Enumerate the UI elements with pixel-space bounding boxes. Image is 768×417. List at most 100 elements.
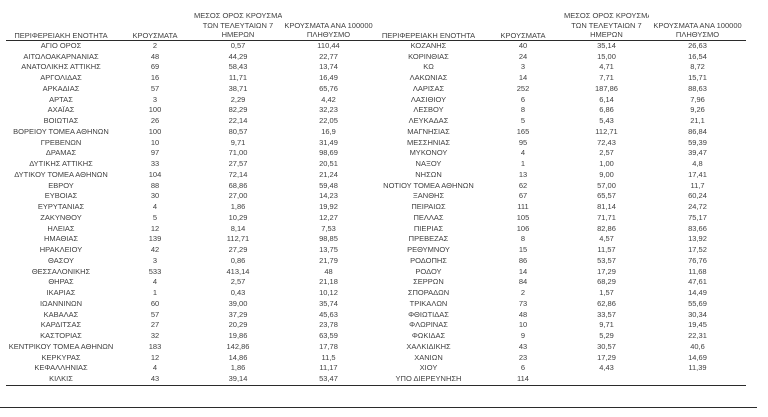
cell-region: ΣΕΡΡΩΝ (413, 277, 444, 287)
cell-per100k: 10,12 (319, 288, 338, 298)
cell-per100k: 21,24 (319, 169, 338, 179)
header-avg7-line2: ΤΩΝ ΤΕΛΕΥΤΑΙΩΝ 7 (571, 20, 642, 30)
cell-cases: 6 (520, 94, 526, 104)
cell-region: ΒΟΙΩΤΙΑΣ (43, 116, 79, 126)
cell-cases: 4 (152, 363, 158, 373)
cell-avg7: 33,57 (597, 309, 616, 319)
table-row: ΚΙΛΚΙΣ 43 39,14 53,47 ΥΠΟ ΔΙΕΡΕΥΝΗΣΗ 114 (6, 374, 746, 386)
cell-avg7: 35,14 (597, 40, 616, 50)
cell-cases: 24 (518, 51, 528, 61)
table-row: ΑΓΙΟ ΟΡΟΣ 2 0,57 110,44 ΚΟΖΑΝΗΣ 40 35,14 26,63 (6, 40, 746, 51)
cell-per100k: 22,31 (688, 331, 707, 341)
cell-region: ΛΕΥΚΑΔΑΣ (408, 116, 449, 126)
table-row: ΕΥΡΥΤΑΝΙΑΣ 4 1,86 19,92 ΠΕΙΡΑΙΩΣ 111 81,14 24,7… (6, 202, 746, 213)
cell-region: ΡΕΘΥΜΝΟΥ (407, 245, 450, 255)
cell-per100k: 11,7 (690, 180, 705, 190)
cell-per100k: 32,23 (319, 105, 338, 115)
table-row: ΕΒΡΟΥ 88 68,86 59,48 ΝΟΤΙΟΥ ΤΟΜΕΑ ΑΘΗΝΩΝ 62 57… (6, 181, 746, 192)
cell-region: ΘΗΡΑΣ (48, 277, 74, 287)
header-region-right: ΠΕΡΙΦΕΡΕΙΑΚΗ ΕΝΟΤΗΤΑ (375, 11, 482, 41)
cell-per100k: 14,49 (688, 288, 707, 298)
cell-avg7: 58,43 (228, 62, 248, 72)
cell-region: ΕΥΒΟΙΑΣ (44, 191, 78, 201)
cell-region: ΦΘΙΩΤΙΔΑΣ (408, 309, 449, 319)
cell-avg7: 1,86 (230, 202, 246, 212)
report-page: ΠΕΡΙΦΕΡΕΙΑΚΗ ΕΝΟΤΗΤΑ ΚΡΟΥΣΜΑΤΑ ΜΕΣΟΣ ΟΡΟ… (0, 11, 768, 417)
cell-region: ΝΟΤΙΟΥ ΤΟΜΕΑ ΑΘΗΝΩΝ (383, 180, 474, 190)
cell-per100k: 83,66 (688, 223, 707, 233)
cell-cases: 106 (516, 223, 530, 233)
cell-per100k: 76,76 (688, 255, 707, 265)
cell-per100k: 12,27 (319, 212, 338, 222)
cell-cases: 88 (150, 180, 160, 190)
cell-avg7: 20,29 (228, 320, 248, 330)
cell-per100k: 20,51 (319, 159, 338, 169)
cell-cases: 14 (518, 266, 528, 276)
cell-per100k: 30,34 (688, 309, 707, 319)
cell-region: ΚΑΒΑΛΑΣ (43, 309, 79, 319)
cell-per100k: 8,72 (690, 62, 705, 72)
cell-region: ΘΑΣΟΥ (48, 255, 74, 265)
cell-per100k: 24,72 (688, 202, 707, 212)
cell-region: ΚΑΣΤΟΡΙΑΣ (40, 331, 82, 341)
cell-per100k: 59,48 (319, 180, 338, 190)
cell-region: ΦΩΚΙΔΑΣ (411, 331, 446, 341)
cell-region: ΑΡΓΟΛΙΔΑΣ (40, 73, 82, 83)
cell-region: ΥΠΟ ΔΙΕΡΕΥΝΗΣΗ (375, 374, 482, 386)
cell-region: ΗΡΑΚΛΕΙΟΥ (39, 245, 83, 255)
cell-avg7: 57,00 (597, 180, 616, 190)
table-row: ΕΥΒΟΙΑΣ 30 27,00 14,23 ΞΑΝΘΗΣ 67 65,57 60,24 (6, 191, 746, 202)
cell-cases: 12 (150, 352, 160, 362)
cell-region: ΗΛΕΙΑΣ (47, 223, 75, 233)
cell-avg7: 142,86 (226, 341, 250, 351)
cell-per100k: 63,59 (319, 331, 338, 341)
cell-cases: 84 (518, 277, 528, 287)
cell-per100k: 7,96 (690, 94, 705, 104)
cell-per100k: 19,45 (688, 320, 707, 330)
table-row: ΗΜΑΘΙΑΣ 139 112,71 98,85 ΠΡΕΒΕΖΑΣ 8 4,57 13,92 (6, 234, 746, 245)
cell-per100k: 35,74 (319, 298, 338, 308)
table-row: ΚΑΒΑΛΑΣ 57 37,29 45,63 ΦΘΙΩΤΙΔΑΣ 48 33,57 30,34 (6, 310, 746, 321)
header-cases-left: ΚΡΟΥΣΜΑΤΑ (116, 11, 194, 41)
table-row: ΔΡΑΜΑΣ 97 71,00 98,69 ΜΥΚΟΝΟΥ 4 2,57 39,47 (6, 148, 746, 159)
cell-avg7: 27,29 (228, 245, 248, 255)
table-row: ΘΕΣΣΑΛΟΝΙΚΗΣ 533 413,14 48 ΡΟΔΟΥ 14 17,29 11,68 (6, 267, 746, 278)
table-row: ΓΡΕΒΕΝΩΝ 10 9,71 31,49 ΜΕΣΣΗΝΙΑΣ 95 72,43 59,39 (6, 138, 746, 149)
cell-per100k: 15,71 (688, 73, 707, 83)
cell-per100k: 98,85 (319, 234, 338, 244)
cell-avg7: 5,43 (599, 116, 614, 126)
cell-region: ΚΕΝΤΡΙΚΟΥ ΤΟΜΕΑ ΑΘΗΝΩΝ (8, 341, 114, 351)
cell-cases: 27 (150, 320, 160, 330)
cell-per100k: 75,17 (688, 212, 707, 222)
cell-per100k: 16,54 (688, 51, 707, 61)
table-row: ΑΡΓΟΛΙΔΑΣ 16 11,71 16,49 ΛΑΚΩΝΙΑΣ 14 7,71 15,71 (6, 73, 746, 84)
cell-cases: 5 (520, 116, 526, 126)
cell-per100k: 21,1 (690, 116, 705, 126)
cell-per100k: 60,24 (688, 191, 707, 201)
cell-region: ΞΑΝΘΗΣ (412, 191, 445, 201)
cell-avg7: 6,86 (599, 105, 614, 115)
cell-avg7: 11,57 (597, 245, 616, 255)
cell-avg7: 14,86 (228, 352, 248, 362)
table-row: ΑΧΑΪΑΣ 100 82,29 32,23 ΛΕΣΒΟΥ 8 6,86 9,26 (6, 105, 746, 116)
cell-region: ΡΟΔΟΠΗΣ (410, 255, 447, 265)
cell-avg7: 65,57 (597, 191, 616, 201)
cell-region: ΙΚΑΡΙΑΣ (46, 288, 76, 298)
cell-avg7: 15,00 (597, 51, 616, 61)
cell-per100k: 11,5 (321, 352, 336, 362)
cell-avg7: 4,71 (599, 62, 614, 72)
cell-cases: 100 (148, 126, 162, 136)
covid-region-table: ΠΕΡΙΦΕΡΕΙΑΚΗ ΕΝΟΤΗΤΑ ΚΡΟΥΣΜΑΤΑ ΜΕΣΟΣ ΟΡΟ… (6, 11, 746, 386)
cell-avg7: 53,57 (597, 255, 616, 265)
header-per100k-line1: ΚΡΟΥΣΜΑΤΑ ΑΝΑ 100000 (284, 20, 373, 30)
cell-region: ΒΟΡΕΙΟΥ ΤΟΜΕΑ ΑΘΗΝΩΝ (13, 126, 109, 136)
bottom-rule (0, 407, 757, 408)
cell-avg7: 81,14 (597, 202, 616, 212)
cell-region: ΚΙΛΚΙΣ (6, 374, 116, 386)
cell-avg7: 2,57 (230, 277, 246, 287)
cell-region: ΦΛΩΡΙΝΑΣ (409, 320, 448, 330)
cell-per100k: 55,69 (688, 298, 707, 308)
cell-per100k: 22,05 (319, 116, 338, 126)
cell-cases: 33 (150, 159, 160, 169)
